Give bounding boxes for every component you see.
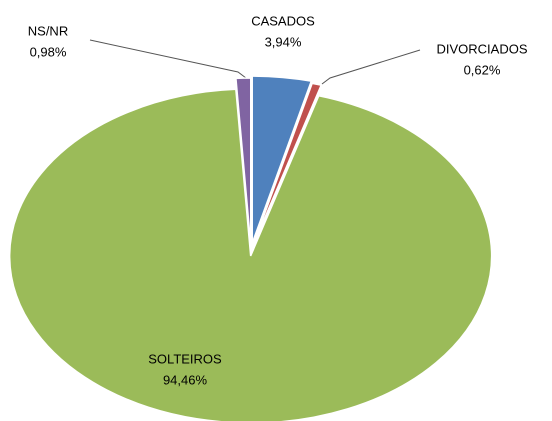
- slice-label: DIVORCIADOS: [436, 41, 527, 56]
- slice-value-label: 94,46%: [163, 372, 208, 387]
- slice-label: SOLTEIROS: [148, 351, 222, 366]
- leader-line: [321, 49, 421, 85]
- leader-line: [89, 39, 247, 79]
- slice-label: NS/NR: [28, 23, 68, 38]
- slice-label: CASADOS: [251, 13, 315, 28]
- pie-slice: [8, 88, 493, 421]
- pie-slice: [235, 77, 252, 246]
- slice-value-label: 0,98%: [30, 44, 67, 59]
- slice-value-label: 3,94%: [265, 34, 302, 49]
- pie-slice: [251, 75, 313, 244]
- pie-slice: [252, 82, 323, 246]
- slice-value-label: 0,62%: [464, 62, 501, 77]
